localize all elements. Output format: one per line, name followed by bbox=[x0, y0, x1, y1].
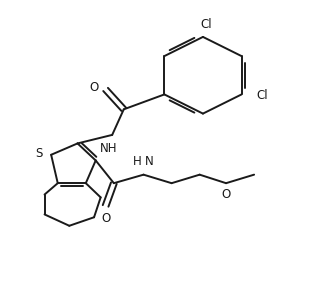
Text: S: S bbox=[36, 147, 43, 160]
Text: O: O bbox=[101, 212, 110, 225]
Text: O: O bbox=[221, 188, 231, 201]
Text: Cl: Cl bbox=[256, 89, 268, 102]
Text: Cl: Cl bbox=[200, 18, 212, 31]
Text: H: H bbox=[133, 155, 142, 168]
Text: O: O bbox=[89, 81, 98, 94]
Text: NH: NH bbox=[100, 142, 118, 155]
Text: N: N bbox=[145, 155, 154, 168]
